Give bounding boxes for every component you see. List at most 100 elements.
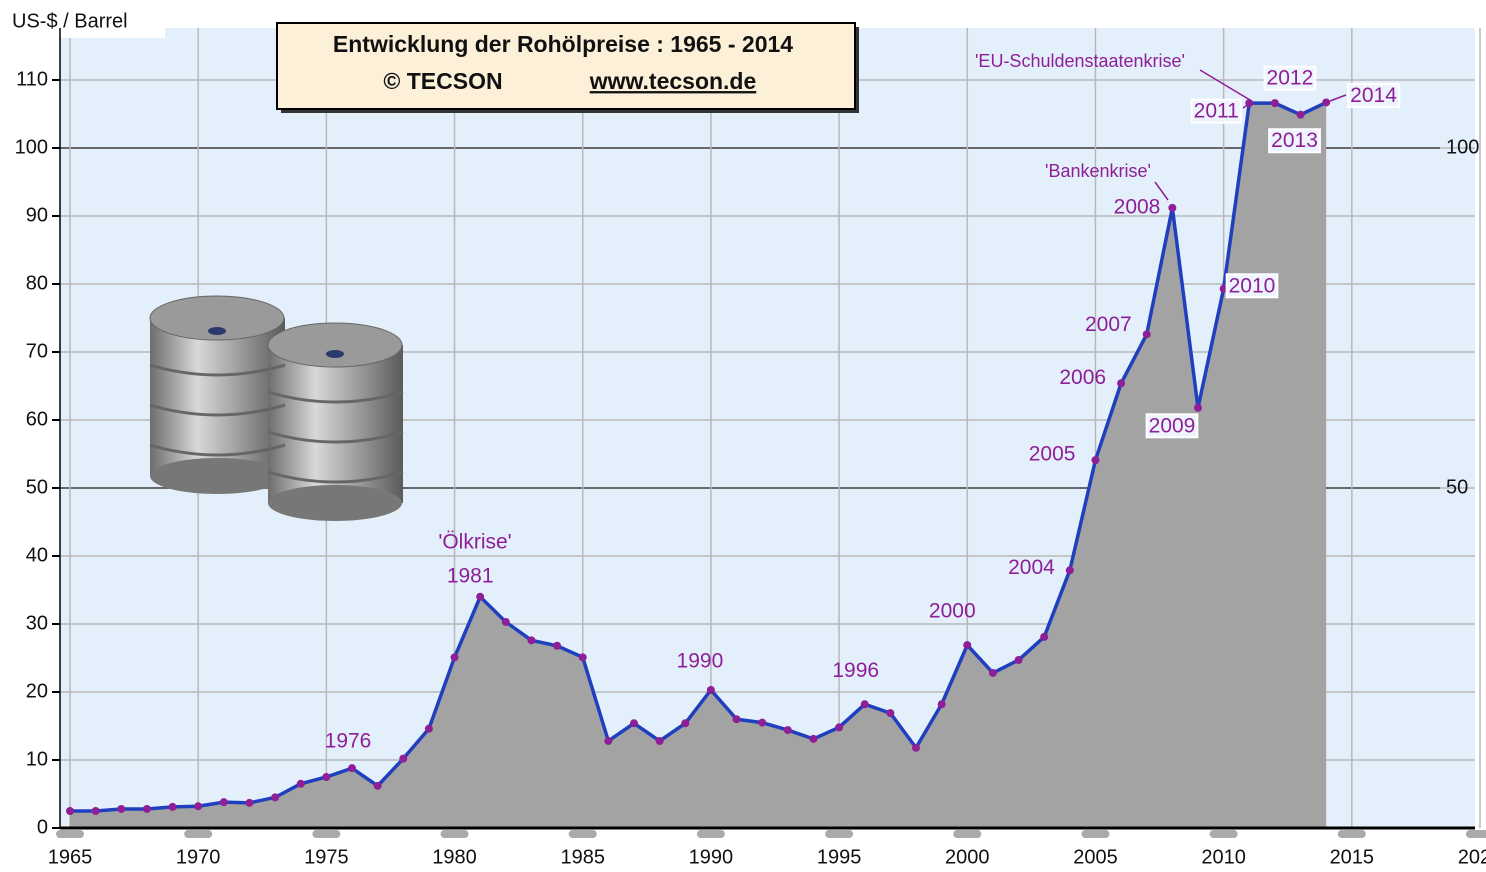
marker [630, 719, 638, 727]
point-label: 2011 [1194, 100, 1239, 123]
marker [1040, 633, 1048, 641]
marker [527, 636, 535, 644]
x-tick [825, 830, 853, 838]
x-tick-label: 1975 [304, 846, 349, 868]
y-tick-label: 100 [15, 136, 48, 158]
source-link: www.tecson.de [589, 68, 757, 94]
marker [835, 723, 843, 731]
barrels-illustration [150, 296, 403, 521]
marker [989, 669, 997, 677]
marker [1297, 111, 1305, 119]
y-tick-label: 110 [16, 68, 48, 90]
y-tick-label: 60 [26, 408, 48, 430]
marker [117, 805, 125, 813]
point-label: 2009 [1149, 414, 1196, 437]
point-label: 1996 [832, 659, 879, 682]
marker [476, 593, 484, 601]
marker [245, 799, 253, 807]
marker [861, 700, 869, 708]
x-tick [312, 830, 340, 838]
point-label: 2006 [1059, 366, 1106, 389]
y-tick-label: 80 [26, 272, 48, 294]
marker [1168, 204, 1176, 212]
y-axis-label: US-$ / Barrel [12, 10, 128, 32]
chart-subtitle: © TECSON [383, 68, 502, 94]
x-tick-label: 1980 [432, 846, 477, 868]
marker [169, 803, 177, 811]
marker [579, 653, 587, 661]
marker [220, 798, 228, 806]
point-label: 1976 [325, 730, 372, 753]
x-tick-label: 2005 [1073, 846, 1118, 868]
y-tick-label: 30 [26, 612, 48, 634]
marker [297, 780, 305, 788]
x-tick [569, 830, 597, 838]
x-tick [1081, 830, 1109, 838]
marker [1066, 566, 1074, 574]
marker [758, 719, 766, 727]
x-tick-label: 1995 [817, 846, 862, 868]
marker [425, 725, 433, 733]
x-tick [56, 830, 84, 838]
x-tick [1210, 830, 1238, 838]
marker [92, 807, 100, 815]
x-tick [184, 830, 212, 838]
marker [194, 802, 202, 810]
title-box: Entwicklung der Rohölpreise : 1965 - 201… [277, 23, 859, 113]
y-tick-label: 90 [26, 204, 48, 226]
marker [604, 737, 612, 745]
marker [553, 642, 561, 650]
y-tick-label: 50 [26, 476, 48, 498]
marker [322, 773, 330, 781]
point-label: 2004 [1008, 556, 1055, 579]
point-label: 2008 [1114, 195, 1161, 218]
marker [1143, 330, 1151, 338]
marker [1194, 404, 1202, 412]
point-label: 2012 [1267, 67, 1314, 90]
marker [374, 782, 382, 790]
point-label: 1981 [447, 564, 494, 587]
marker [938, 700, 946, 708]
y-tick-label: 70 [26, 340, 48, 362]
point-label: 2005 [1029, 443, 1076, 466]
marker [66, 807, 74, 815]
x-tick-label: 2010 [1201, 846, 1246, 868]
marker [1322, 98, 1330, 106]
y2-tick-label: 50 [1446, 476, 1468, 498]
marker [809, 735, 817, 743]
marker [912, 744, 920, 752]
marker [963, 641, 971, 649]
annotation: 'EU-Schuldenstaatenkrise' [975, 51, 1185, 71]
marker [1117, 379, 1125, 387]
x-tick-label: 2020 [1458, 846, 1486, 868]
x-tick [1466, 830, 1486, 838]
x-tick-label: 1985 [560, 846, 605, 868]
x-tick [697, 830, 725, 838]
point-label: 1990 [677, 650, 724, 673]
annotation: 'Ölkrise' [438, 531, 511, 554]
point-label: 2007 [1085, 313, 1132, 336]
marker [656, 737, 664, 745]
marker [1091, 456, 1099, 464]
marker [681, 719, 689, 727]
x-tick-label: 1970 [176, 846, 221, 868]
marker [707, 686, 715, 694]
y-tick-label: 40 [26, 544, 48, 566]
marker [348, 764, 356, 772]
marker [399, 755, 407, 763]
marker [1271, 99, 1279, 107]
point-label: 2000 [929, 600, 976, 623]
x-tick-label: 2015 [1330, 846, 1375, 868]
x-tick-label: 2000 [945, 846, 990, 868]
x-tick-label: 1990 [689, 846, 734, 868]
marker [886, 709, 894, 717]
marker [1015, 656, 1023, 664]
x-tick-label: 1965 [48, 846, 93, 868]
marker [733, 715, 741, 723]
annotation: 'Bankenkrise' [1045, 161, 1151, 181]
point-label: 2010 [1229, 274, 1276, 297]
x-tick [1338, 830, 1366, 838]
y2-tick-label: 100 [1446, 136, 1479, 158]
point-label: 2013 [1271, 129, 1318, 152]
x-tick [441, 830, 469, 838]
